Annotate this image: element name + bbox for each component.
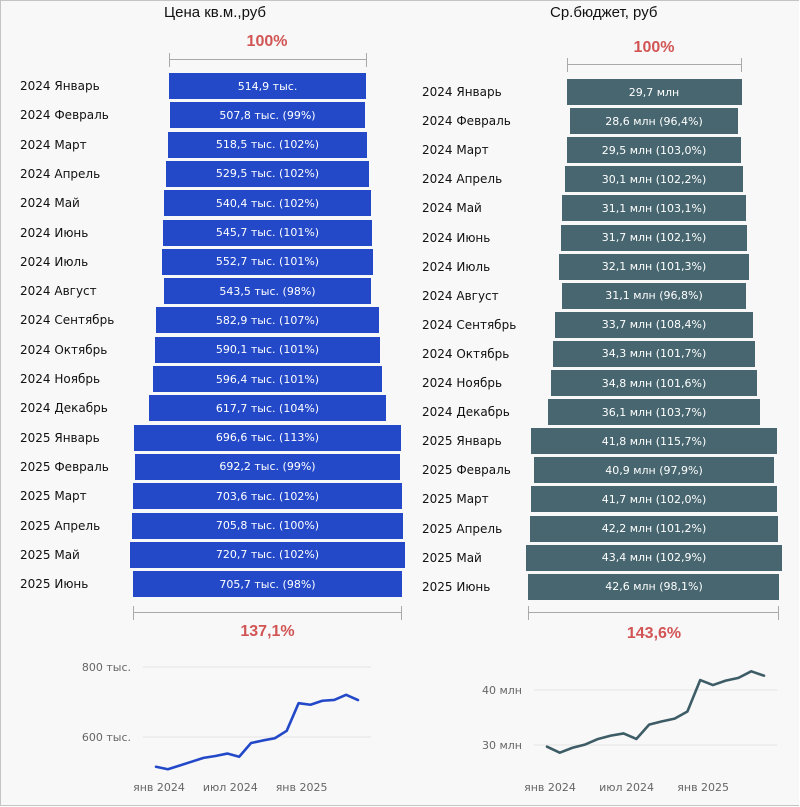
- budget-series-line: [547, 671, 764, 752]
- budget-x-tick-label: июл 2024: [599, 781, 654, 794]
- budget-x-tick-label: янв 2024: [524, 781, 576, 794]
- budget-x-tick-label: янв 2025: [677, 781, 729, 794]
- budget-y-tick-label: 40 млн: [482, 684, 522, 697]
- budget-y-tick-label: 30 млн: [482, 739, 522, 752]
